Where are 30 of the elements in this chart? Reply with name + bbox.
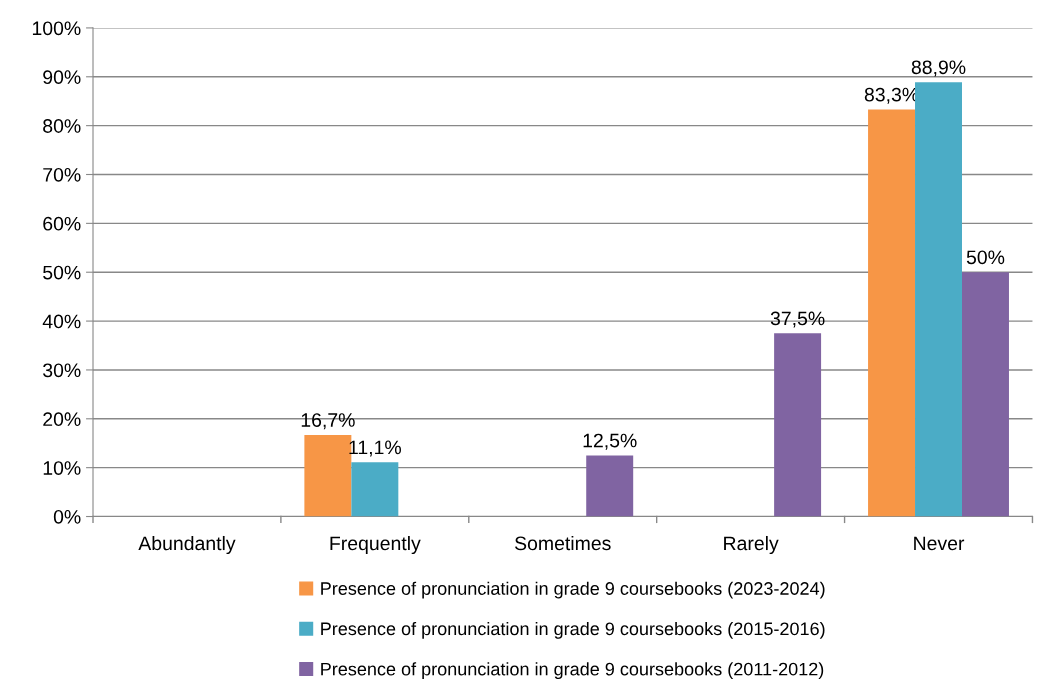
x-tick-label: Frequently	[330, 535, 421, 555]
legend-label: Presence of pronunciation in grade 9 coursebooks (2015-2016)	[321, 621, 825, 639]
y-tick-label: 40%	[42, 314, 81, 329]
x-tick-label: Abundantly	[138, 535, 236, 555]
y-tick-label: 80%	[43, 119, 81, 133]
y-tick-label: 30%	[43, 363, 81, 378]
legend-label: Presence of pronunciation in grade 9 coursebooks (2011-2012)	[321, 662, 824, 680]
legend-label: Presence of pronunciation in grade 9 coursebooks (2023-2024)	[321, 581, 825, 599]
bar	[351, 462, 399, 517]
data-label: 12,5%	[583, 433, 637, 450]
x-tick-label: Never	[914, 536, 965, 551]
y-tick-label: 60%	[43, 216, 81, 231]
bar	[868, 109, 916, 517]
y-tick-label: 70%	[43, 167, 81, 182]
y-tick-label: 100%	[32, 21, 81, 36]
bar	[586, 455, 634, 517]
data-label: 37,5%	[770, 311, 825, 328]
data-label: 16,7%	[301, 413, 355, 430]
y-tick-label: 0%	[53, 509, 81, 524]
x-tick-label: Sometimes	[514, 535, 611, 551]
y-tick-label: 20%	[43, 412, 81, 427]
data-label: 88,9%	[911, 60, 966, 77]
data-label: 50%	[966, 250, 1005, 265]
bar	[774, 333, 822, 517]
y-tick-label: 10%	[43, 461, 81, 475]
y-tick-label: 90%	[43, 70, 81, 85]
bar	[915, 82, 962, 517]
y-tick-label: 50%	[43, 265, 81, 280]
x-tick-label: Rarely	[724, 535, 779, 555]
bar	[962, 272, 1009, 517]
